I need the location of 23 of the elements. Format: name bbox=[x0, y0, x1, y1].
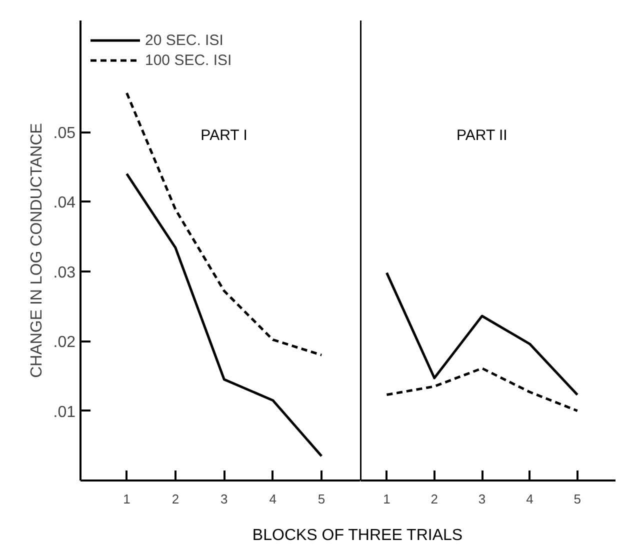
y-tick-label: .01 bbox=[53, 404, 76, 421]
line-series bbox=[126, 172, 323, 458]
text: PART I bbox=[200, 127, 248, 144]
x-tick-label: 4 bbox=[269, 492, 276, 506]
legend-label: 100 SEC. ISI bbox=[145, 52, 232, 68]
y-tick-label: .05 bbox=[53, 125, 76, 142]
x-tick-label: 3 bbox=[478, 492, 486, 506]
x-tick-label: 4 bbox=[526, 492, 534, 506]
y-axis-title: CHANGE IN LOG CONDUCTANCE bbox=[28, 123, 46, 378]
text: PART II bbox=[456, 127, 508, 144]
x-tick-label: 5 bbox=[318, 492, 326, 506]
x-axis-title: BLOCKS OF THREE TRIALS bbox=[252, 526, 463, 546]
y-tick-label: .03 bbox=[53, 264, 76, 282]
x-tick-label: 3 bbox=[220, 492, 228, 506]
x-tick-label: 1 bbox=[123, 492, 130, 506]
x-tick-label: 5 bbox=[574, 492, 581, 506]
x-tick-label: 2 bbox=[430, 492, 438, 506]
x-tick-label: 1 bbox=[383, 492, 390, 506]
legend-label: 20 SEC. ISI bbox=[145, 32, 224, 48]
line-series bbox=[126, 92, 323, 356]
x-tick-label: 2 bbox=[172, 492, 180, 506]
y-tick-label: .02 bbox=[53, 334, 76, 352]
y-tick-label: .04 bbox=[53, 194, 76, 212]
